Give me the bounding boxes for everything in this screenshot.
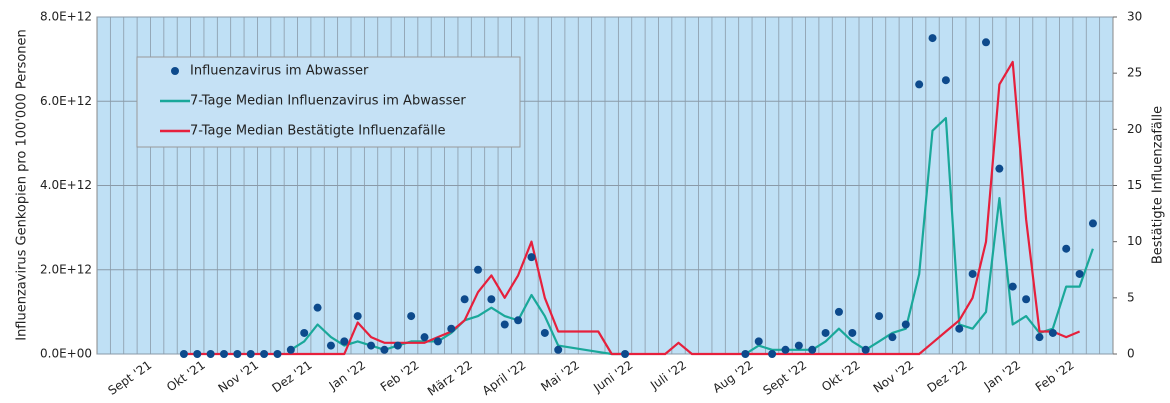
- x-tick-label: Jan '22: [981, 358, 1023, 393]
- y-tick-label: 0.0E+00: [40, 347, 92, 361]
- data-point: [888, 333, 897, 342]
- data-point: [1048, 328, 1057, 337]
- data-point: [754, 337, 763, 346]
- y2-axis-label: Bestätigte Influenzafälle: [1151, 106, 1166, 264]
- data-point: [915, 80, 924, 89]
- data-point: [286, 345, 295, 354]
- y-tick-label: 8.0E+12: [40, 10, 92, 24]
- data-point: [220, 350, 228, 358]
- x-tick-label: Jan '22: [326, 358, 368, 393]
- data-point: [955, 324, 964, 333]
- data-point: [193, 350, 202, 358]
- legend-box: [136, 56, 521, 148]
- x-tick-label: Sept '21: [105, 358, 154, 398]
- data-point: [487, 295, 496, 304]
- x-tick-label: Sept '22: [760, 358, 809, 398]
- data-point: [527, 253, 536, 262]
- data-point: [380, 345, 389, 354]
- data-point: [968, 269, 977, 278]
- x-tick-label: Nov '22: [871, 358, 917, 396]
- y-axis-label: Influenzavirus Genkopien pro 100'000 Per…: [15, 29, 30, 341]
- x-tick-label: Juni '22: [590, 358, 635, 396]
- y-tick-label: 4.0E+12: [40, 178, 92, 192]
- data-point: [834, 307, 843, 316]
- data-point: [273, 350, 282, 358]
- x-tick-label: Okt '21: [164, 358, 208, 394]
- x-tick-label: Feb '22: [1033, 358, 1077, 394]
- x-tick-label: Dez '21: [269, 358, 314, 395]
- data-point: [340, 337, 349, 346]
- x-tick-label: Feb '22: [378, 358, 422, 394]
- x-tick-label: Aug '22: [710, 358, 756, 396]
- y2-tick-label: 20: [1127, 122, 1142, 136]
- data-point: [875, 312, 884, 321]
- x-tick-label: Okt '22: [819, 358, 863, 394]
- data-point: [500, 320, 509, 329]
- data-point: [861, 345, 870, 354]
- x-tick-label: Nov '21: [216, 358, 262, 396]
- data-point: [1075, 269, 1084, 278]
- legend-label: 7-Tage Median Bestätigte Influenzafälle: [190, 124, 446, 139]
- y2-tick-label: 15: [1127, 178, 1142, 192]
- legend-label: 7-Tage Median Influenzavirus im Abwasser: [190, 94, 466, 109]
- data-point: [326, 341, 335, 350]
- data-point: [781, 345, 790, 354]
- data-point: [540, 328, 549, 337]
- x-tick-label: Dez '22: [925, 358, 970, 395]
- y2-tick-label: 0: [1127, 347, 1135, 361]
- y-tick-label: 2.0E+12: [40, 262, 92, 276]
- x-tick-label: Juli '22: [647, 358, 689, 393]
- y-tick-label: 6.0E+12: [40, 94, 92, 108]
- data-point: [848, 328, 857, 337]
- data-point: [313, 303, 322, 312]
- data-point: [901, 320, 910, 329]
- y2-tick-label: 25: [1127, 66, 1142, 80]
- legend-marker: [171, 67, 179, 75]
- data-point: [393, 341, 402, 350]
- data-point: [407, 312, 416, 321]
- data-point: [1062, 244, 1071, 253]
- data-point: [1035, 333, 1044, 342]
- data-point: [768, 350, 777, 358]
- data-point: [460, 295, 469, 304]
- data-point: [621, 350, 630, 358]
- data-point: [1008, 282, 1017, 291]
- data-point: [353, 312, 362, 321]
- legend-label: Influenzavirus im Abwasser: [190, 64, 369, 79]
- data-point: [794, 341, 803, 350]
- x-tick-label: April '22: [480, 358, 529, 398]
- data-point: [420, 333, 429, 342]
- data-point: [941, 76, 950, 85]
- data-point: [821, 328, 830, 337]
- data-point: [474, 265, 482, 274]
- data-point: [1022, 295, 1031, 304]
- data-point: [447, 324, 456, 333]
- data-point: [367, 341, 376, 350]
- data-point: [206, 350, 215, 358]
- data-point: [808, 345, 817, 354]
- data-point: [246, 350, 255, 358]
- y2-tick-label: 10: [1127, 234, 1142, 248]
- data-point: [554, 345, 563, 354]
- x-tick-label: Mai '22: [538, 358, 582, 394]
- data-point: [433, 337, 442, 346]
- data-point: [260, 350, 269, 358]
- data-point: [233, 350, 242, 358]
- series-line: [183, 60, 1081, 356]
- data-point: [179, 350, 188, 358]
- data-point: [928, 34, 937, 43]
- data-point: [741, 350, 750, 358]
- x-tick-label: März '22: [425, 358, 475, 399]
- data-point: [982, 38, 990, 47]
- y2-tick-label: 30: [1127, 10, 1142, 24]
- data-point: [1088, 219, 1097, 228]
- y2-tick-label: 5: [1127, 290, 1135, 304]
- data-point: [300, 328, 309, 337]
- data-point: [995, 164, 1004, 173]
- data-point: [514, 316, 523, 325]
